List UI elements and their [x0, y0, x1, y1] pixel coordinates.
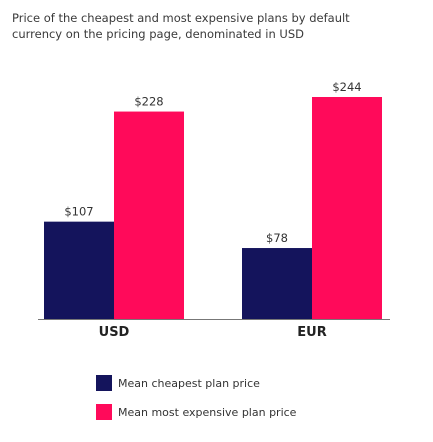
legend-swatch-expensive	[96, 404, 112, 420]
legend-item-expensive: Mean most expensive plan price	[96, 403, 296, 421]
chart-title: Price of the cheapest and most expensive…	[12, 11, 350, 41]
data-label-usd-expensive: $228	[134, 95, 163, 109]
data-label-usd-cheapest: $107	[64, 205, 93, 219]
bar-usd-expensive	[114, 111, 184, 320]
x-tick-label-usd: USD	[99, 325, 130, 340]
bar-eur-cheapest	[242, 248, 312, 319]
bar-usd-cheapest	[44, 221, 114, 319]
x-tick-label-eur: EUR	[297, 325, 326, 340]
bar-eur-expensive	[312, 97, 382, 319]
legend-swatch-cheapest	[96, 375, 112, 391]
data-label-eur-expensive: $244	[332, 80, 361, 94]
legend-label-cheapest: Mean cheapest plan price	[118, 376, 260, 390]
bar-chart: $107 $228 USD $78 $244 EUR	[38, 80, 390, 340]
legend-item-cheapest: Mean cheapest plan price	[96, 374, 296, 392]
data-label-eur-cheapest: $78	[266, 231, 288, 245]
legend: Mean cheapest plan price Mean most expen…	[96, 374, 296, 432]
legend-label-expensive: Mean most expensive plan price	[118, 405, 297, 419]
